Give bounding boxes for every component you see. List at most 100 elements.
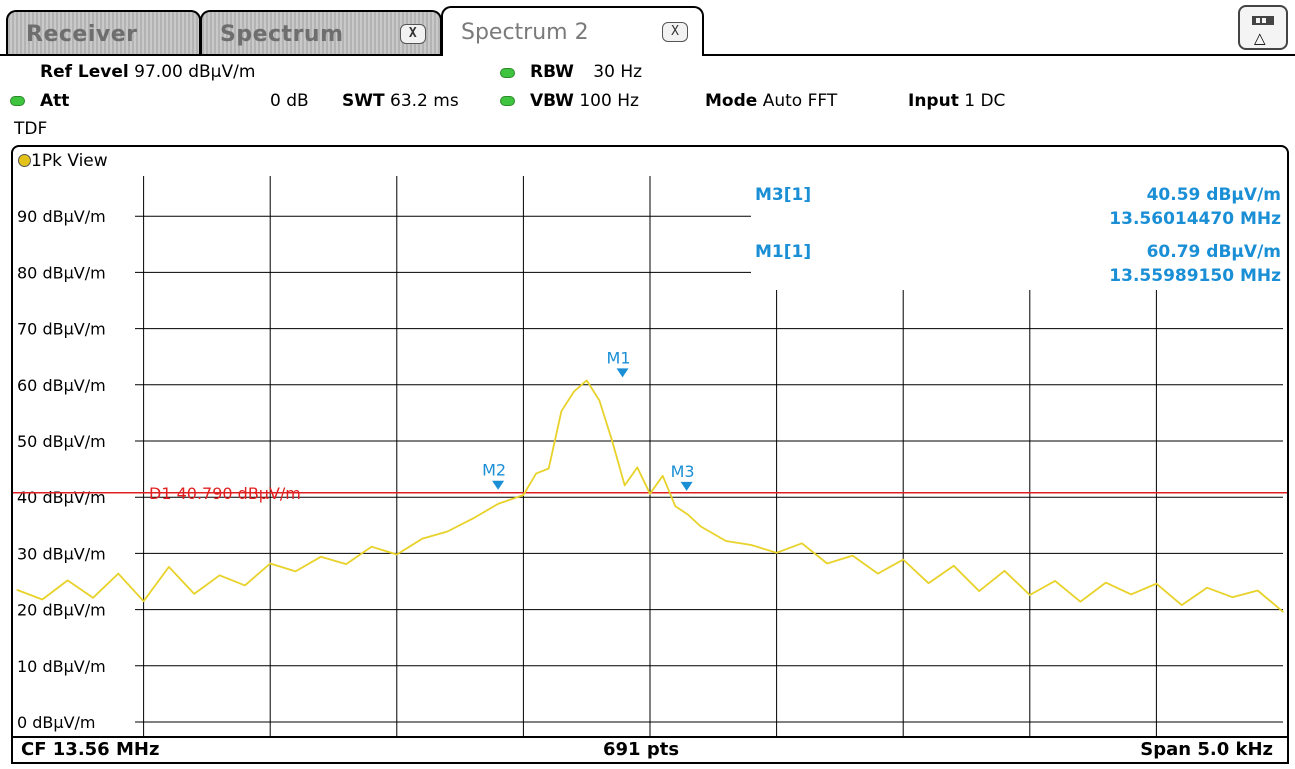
swt-label: SWT: [342, 91, 385, 111]
mode-label: Mode: [705, 91, 758, 111]
input-setting[interactable]: Input 1 DC: [908, 91, 1005, 111]
trace-point: [674, 505, 676, 507]
trace-point: [826, 562, 828, 565]
trace-point: [218, 574, 221, 576]
y-tick-label: 60 dBµV/m: [17, 376, 106, 395]
trace-point: [1282, 611, 1284, 613]
trace-point: [649, 493, 651, 495]
marker-delta-button[interactable]: △: [1238, 5, 1288, 50]
trace-point: [636, 466, 638, 469]
trace-point: [598, 399, 600, 402]
trace-point: [1029, 594, 1031, 596]
mode-setting[interactable]: Mode Auto FFT: [705, 91, 837, 111]
trace-point: [535, 472, 537, 475]
trace-point: [269, 562, 271, 565]
trace-point: [370, 546, 373, 548]
y-tick-label: 40 dBµV/m: [17, 488, 106, 507]
trace-point: [193, 593, 195, 595]
trace-point: [1181, 604, 1183, 606]
tab-spectrum[interactable]: Spectrum X: [200, 10, 442, 56]
trace-point: [927, 582, 930, 584]
trace-point: [1155, 583, 1157, 585]
mode-value: Auto FFT: [762, 91, 838, 111]
y-tick-label: 0 dBµV/m: [17, 713, 96, 732]
toolbar-icon: [1252, 16, 1274, 25]
trace-point: [611, 439, 613, 442]
y-tick-label: 10 dBµV/m: [17, 657, 106, 676]
marker-label: M3: [671, 462, 695, 481]
trace-point: [586, 379, 588, 381]
att-value: 0 dB: [270, 91, 309, 111]
trace-point: [294, 570, 297, 572]
trace-point: [662, 475, 664, 477]
trace-point: [345, 563, 347, 565]
y-tick-label: 80 dBµV/m: [17, 263, 106, 282]
marker-table-level: 40.59 dBµV/m: [1147, 185, 1281, 205]
rbw-status-led-icon: [500, 68, 515, 78]
trace-point: [978, 590, 980, 592]
trace-point: [1054, 580, 1056, 582]
att-setting[interactable]: Att: [40, 91, 69, 111]
diagram-window[interactable]: 1Pk View 90 dBµV/m 80 dBµV/m 70 dBµV/m 60 d…: [11, 145, 1289, 764]
trace-point: [143, 600, 145, 602]
rbw-value: 30 Hz: [593, 62, 643, 82]
trace-point: [573, 390, 575, 393]
trace-point: [548, 467, 550, 470]
tab-spectrum-2[interactable]: Spectrum 2 X: [441, 6, 704, 56]
marker-triangle-icon: [492, 480, 505, 490]
marker-label: M1: [607, 348, 631, 367]
diagram-title-bar: 1Pk View: [13, 147, 1287, 175]
tab-spectrum-label: Spectrum: [220, 21, 344, 47]
marker-table-level: 60.79 dBµV/m: [1147, 242, 1281, 262]
span-value: Span 5.0 kHz: [1140, 739, 1273, 760]
trace-point: [92, 597, 94, 599]
tab-receiver[interactable]: Receiver: [6, 10, 201, 56]
trace-point: [1079, 601, 1082, 603]
trace-point: [421, 538, 423, 540]
trace-point: [472, 517, 474, 520]
display-line-label: D1 40.790 dBµV/m: [149, 484, 301, 503]
trace-point: [497, 503, 499, 505]
vbw-setting[interactable]: VBW 100 Hz: [530, 91, 639, 111]
ref-level-value: 97.00 dBµV/m: [134, 62, 256, 82]
marker-table-frequency: 13.56014470 MHz: [1109, 209, 1281, 229]
marker-triangle-icon: [616, 368, 629, 378]
trace-point: [851, 555, 854, 557]
marker-m1[interactable]: M1: [607, 348, 631, 378]
marker-table-name: M1[1]: [755, 242, 811, 262]
rbw-setting[interactable]: RBW 30 Hz: [530, 62, 642, 82]
y-tick-label: 20 dBµV/m: [17, 601, 106, 620]
rbw-label: RBW: [530, 62, 574, 82]
vbw-value: 100 Hz: [579, 91, 639, 111]
trace-point: [67, 579, 69, 581]
y-tick-label: 70 dBµV/m: [17, 320, 106, 339]
center-frequency: CF 13.56 MHz: [21, 739, 160, 760]
swt-setting[interactable]: SWT 63.2 ms: [342, 91, 459, 111]
trace-point: [1003, 570, 1006, 572]
marker-m2[interactable]: M2: [482, 461, 506, 490]
trace-point: [1231, 596, 1233, 598]
trace-point: [877, 573, 879, 575]
marker-table: M3[1] 40.59 dBµV/m 13.56014470 MHz M1[1] 60.…: [755, 185, 1281, 286]
view-label: 1Pk View: [31, 151, 108, 171]
points-count: 691 pts: [603, 739, 680, 760]
input-value: 1 DC: [964, 91, 1006, 111]
trace-point: [801, 542, 803, 544]
marker-table-name: M3[1]: [755, 185, 811, 205]
trace-point: [1206, 587, 1208, 589]
spectrum-plot[interactable]: 90 dBµV/m 80 dBµV/m 70 dBµV/m 60 dBµV/m 50 d…: [13, 147, 1287, 738]
marker-label: M2: [482, 461, 506, 480]
marker-m3[interactable]: M3: [671, 462, 695, 491]
ref-level-label: Ref Level: [40, 62, 129, 82]
tab-spectrum-2-close-button[interactable]: X: [662, 22, 688, 42]
ref-level-setting[interactable]: Ref Level 97.00 dBµV/m: [40, 62, 255, 82]
trace-point: [1105, 582, 1107, 584]
trace-point: [244, 584, 246, 587]
att-status-led-icon: [10, 96, 25, 106]
diagram-footer: CF 13.56 MHz 691 pts Span 5.0 kHz: [13, 736, 1287, 762]
trace-point: [725, 540, 727, 542]
trace-point: [522, 494, 524, 496]
tab-spectrum-close-button[interactable]: X: [400, 24, 426, 44]
input-label: Input: [908, 91, 959, 111]
trace-point: [902, 558, 904, 561]
